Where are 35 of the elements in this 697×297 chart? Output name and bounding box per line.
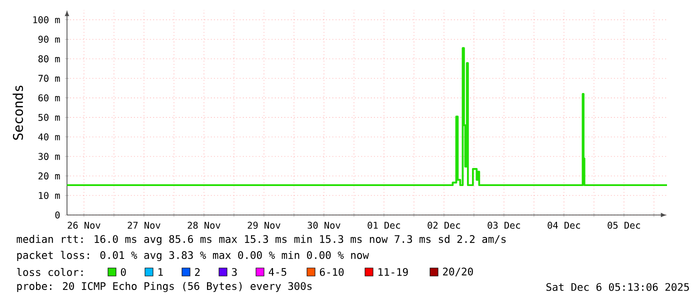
y-tick-label: 90 m	[38, 36, 60, 43]
x-tick-label: 29 Nov	[248, 222, 280, 229]
legend-label: 6-10	[320, 268, 344, 276]
text: probe: 20 ICMP Echo Pings (56 Bytes) every 300s	[17, 282, 312, 292]
legend-label: 0	[120, 268, 126, 276]
legend-label: 3	[232, 268, 237, 276]
legend-label: 2	[195, 268, 200, 276]
y-tick-label: 50 m	[38, 114, 60, 121]
legend-label: 1	[158, 268, 163, 276]
y-tick-label: 10 m	[38, 192, 60, 199]
x-tick-label: 26 Nov	[68, 222, 100, 229]
x-tick-label: 04 Dec	[548, 222, 580, 229]
y-tick-label: 40 m	[38, 133, 60, 140]
y-axis-title: Seconds	[12, 86, 24, 140]
x-tick-label: 02 Dec	[428, 222, 460, 229]
x-tick-label: 03 Dec	[488, 222, 520, 229]
legend-title: loss color:	[17, 268, 83, 276]
text: Sat Dec 6 05:13:06 2025	[546, 283, 689, 291]
y-tick-label: 60 m	[38, 94, 60, 102]
y-tick-label: 70 m	[38, 74, 60, 82]
y-tick-label: 20 m	[38, 172, 60, 180]
legend-label: 4-5	[268, 268, 286, 276]
text: packet loss: 0.01 % avg 3.83 % max 0.00 % min 0.00 % now	[17, 250, 369, 262]
legend-label: 20/20	[443, 268, 473, 276]
x-tick-label: 28 Nov	[188, 222, 220, 229]
x-tick-label: 27 Nov	[128, 222, 160, 229]
legend-label: 11-19	[378, 268, 408, 276]
x-tick-label: 05 Dec	[608, 222, 640, 229]
y-tick-label: 100 m	[33, 16, 60, 24]
x-tick-label: 01 Dec	[368, 222, 400, 229]
y-tick-label: 80 m	[38, 55, 60, 62]
x-tick-label: 30 Nov	[308, 222, 340, 229]
text: median rtt: 16.0 ms avg 85.6 ms max 15.3 ms min 15.3 ms now 7.3 ms sd 2.2 am/s	[16, 234, 506, 246]
y-tick-label: 30 m	[38, 152, 60, 160]
y-tick-label: 0	[55, 211, 60, 219]
